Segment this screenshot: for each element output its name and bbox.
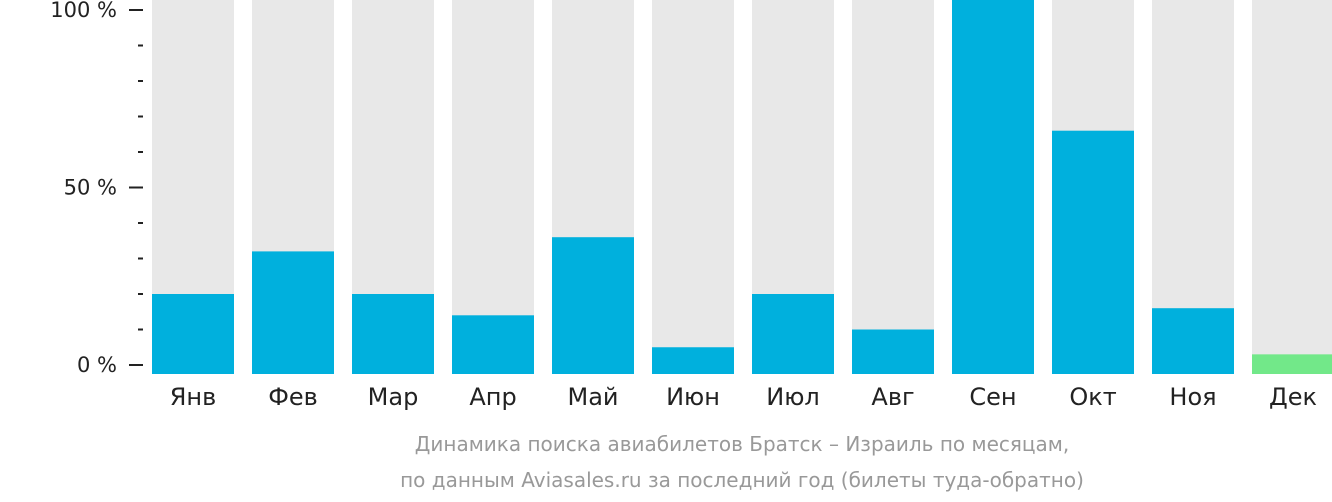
bar	[852, 329, 934, 374]
bar	[152, 294, 234, 374]
bar	[1152, 308, 1234, 374]
x-tick-label: Апр	[469, 383, 516, 411]
x-tick-label: Авг	[871, 383, 914, 411]
x-tick-label: Мар	[368, 383, 419, 411]
y-tick-label: 0 %	[77, 353, 117, 377]
bar-background	[852, 0, 934, 374]
bar	[1252, 354, 1332, 374]
bar-background	[452, 0, 534, 374]
x-tick-label: Ноя	[1169, 383, 1216, 411]
x-tick-label: Июн	[666, 383, 720, 411]
x-tick-label: Янв	[170, 383, 217, 411]
bar	[652, 347, 734, 374]
y-tick-label: 50 %	[64, 176, 117, 200]
x-tick-label: Сен	[969, 383, 1016, 411]
bar	[452, 315, 534, 374]
y-tick-label: 100 %	[50, 0, 117, 22]
bar	[752, 294, 834, 374]
bar	[1052, 130, 1134, 374]
bar	[952, 0, 1034, 374]
x-tick-label: Фев	[268, 383, 318, 411]
x-tick-label: Окт	[1069, 383, 1116, 411]
x-tick-label: Дек	[1269, 383, 1317, 411]
bar	[552, 237, 634, 374]
chart-caption-line-1: Динамика поиска авиабилетов Братск – Изр…	[414, 432, 1070, 456]
bar-background	[652, 0, 734, 374]
bar-background	[1252, 0, 1332, 374]
bar	[352, 294, 434, 374]
chart-caption-line-2: по данным Aviasales.ru за последний год …	[400, 468, 1084, 492]
x-tick-label: Май	[567, 383, 618, 411]
x-tick-label: Июл	[766, 383, 820, 411]
bar	[252, 251, 334, 374]
